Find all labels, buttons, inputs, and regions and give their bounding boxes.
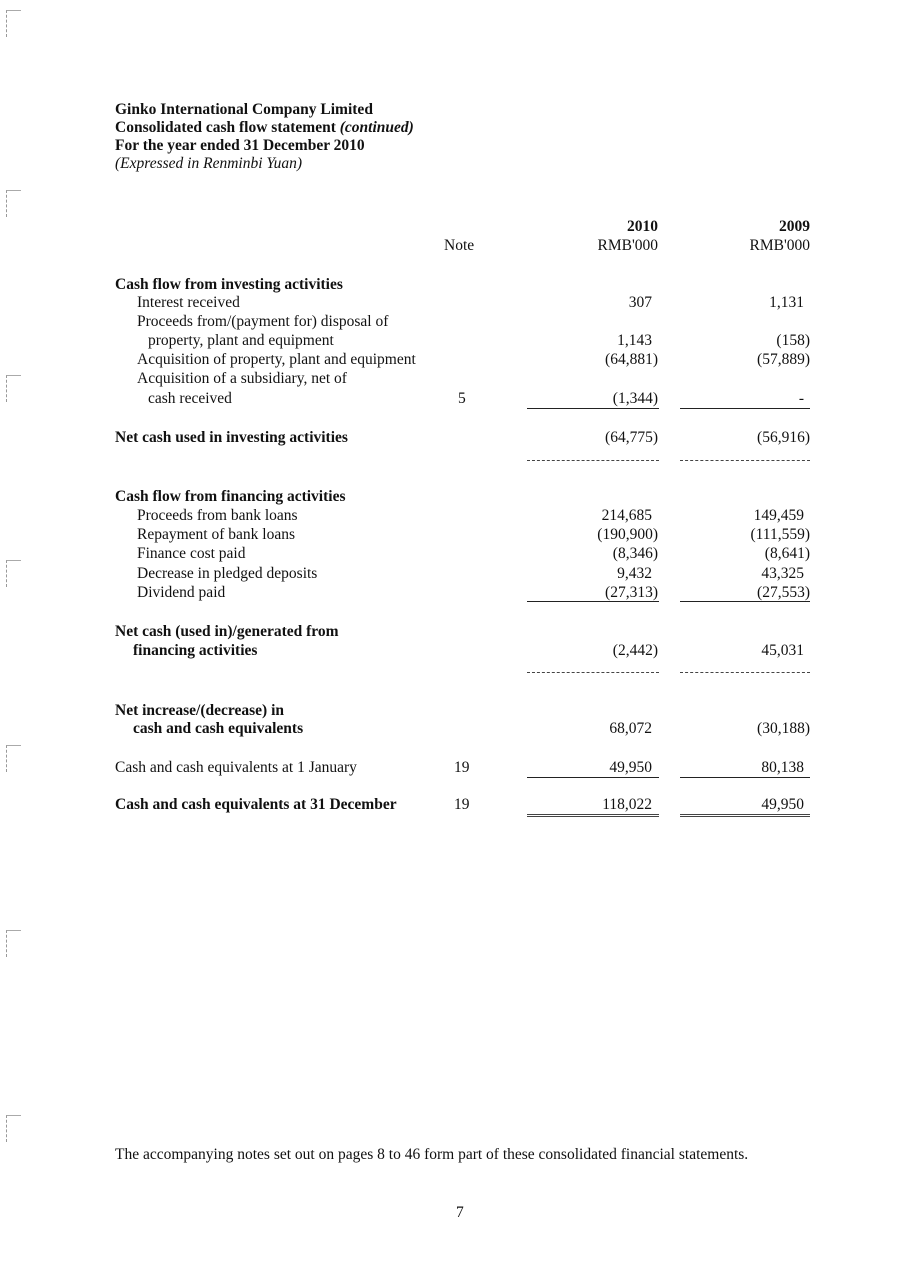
row-label-total: Net increase/(decrease) in xyxy=(115,702,285,719)
value-2009: (56,916) xyxy=(757,429,810,446)
row-label: Acquisition of property, plant and equip… xyxy=(137,351,416,368)
subtotal-rule xyxy=(527,408,659,409)
value-2009: - xyxy=(798,390,804,407)
value-2010: (64,881) xyxy=(605,351,658,368)
continued-label: (continued) xyxy=(339,119,414,136)
note-ref: 5 xyxy=(458,390,466,407)
value-2009: (27,553) xyxy=(757,584,810,601)
row-label: Repayment of bank loans xyxy=(137,526,295,543)
value-2009: (30,188) xyxy=(757,720,810,737)
value-2009: 49,950 xyxy=(761,796,804,813)
page-number: 7 xyxy=(456,1204,464,1221)
total-rule xyxy=(527,672,659,673)
value-2009: 80,138 xyxy=(761,759,804,776)
row-label: cash received xyxy=(148,390,232,407)
col-2009-header: 2009 xyxy=(779,218,810,235)
value-2009: 43,325 xyxy=(761,565,804,582)
subtotal-rule xyxy=(527,777,659,778)
row-label: Proceeds from/(payment for) disposal of xyxy=(137,313,389,330)
value-2010: 307 xyxy=(628,294,652,311)
value-2010: 68,072 xyxy=(609,720,652,737)
value-2010: 9,432 xyxy=(617,565,652,582)
statement-title: Consolidated cash flow statement (contin… xyxy=(115,119,414,137)
section-investing: Cash flow from investing activities xyxy=(115,276,343,293)
col-2009-unit: RMB'000 xyxy=(749,237,810,254)
value-2010: 49,950 xyxy=(609,759,652,776)
value-2010: (2,442) xyxy=(612,642,658,659)
value-2009: 45,031 xyxy=(761,642,804,659)
row-label-total: cash and cash equivalents xyxy=(133,720,304,737)
row-label-total: financing activities xyxy=(133,642,258,659)
value-2009: 1,131 xyxy=(769,294,804,311)
subtotal-rule xyxy=(527,601,659,602)
col-2010-unit: RMB'000 xyxy=(597,237,658,254)
row-label: Acquisition of a subsidiary, net of xyxy=(137,370,347,387)
value-2010: 118,022 xyxy=(602,796,652,813)
value-2009: (158) xyxy=(776,332,810,349)
total-double-rule xyxy=(527,814,659,817)
section-financing: Cash flow from financing activities xyxy=(115,488,346,505)
company-name: Ginko International Company Limited xyxy=(115,101,373,118)
row-label-total: Net cash (used in)/generated from xyxy=(115,623,339,640)
value-2010: (27,313) xyxy=(605,584,658,601)
total-rule xyxy=(680,460,810,461)
col-2010-header: 2010 xyxy=(627,218,658,235)
row-label: Finance cost paid xyxy=(137,545,246,562)
value-2010: 214,685 xyxy=(601,507,652,524)
value-2009: (8,641) xyxy=(764,545,810,562)
scan-margin-mark xyxy=(6,560,21,587)
statement-name: Consolidated cash flow statement xyxy=(115,119,336,136)
row-label: Cash and cash equivalents at 1 January xyxy=(115,759,357,776)
subtotal-rule xyxy=(680,777,810,778)
row-label: Dividend paid xyxy=(137,584,226,601)
row-label: Decrease in pledged deposits xyxy=(137,565,318,582)
scan-margin-mark xyxy=(6,190,21,217)
row-label: Interest received xyxy=(137,294,240,311)
value-2010: 1,143 xyxy=(617,332,652,349)
value-2010: (1,344) xyxy=(612,390,658,407)
total-rule xyxy=(527,460,659,461)
scan-margin-mark xyxy=(6,1115,21,1142)
row-label-total: Cash and cash equivalents at 31 December xyxy=(115,796,397,813)
row-label-total: Net cash used in investing activities xyxy=(115,429,348,446)
subtotal-rule xyxy=(680,601,810,602)
period: For the year ended 31 December 2010 xyxy=(115,137,365,154)
total-rule xyxy=(680,672,810,673)
value-2010: (8,346) xyxy=(612,545,658,562)
footer-note: The accompanying notes set out on pages … xyxy=(115,1146,749,1163)
value-2010: (64,775) xyxy=(605,429,658,446)
value-2009: (57,889) xyxy=(757,351,810,368)
value-2010: (190,900) xyxy=(597,526,658,543)
scan-margin-mark xyxy=(6,930,21,957)
note-ref: 19 xyxy=(454,796,470,813)
note-ref: 19 xyxy=(454,759,470,776)
subtotal-rule xyxy=(680,408,810,409)
row-label: property, plant and equipment xyxy=(148,332,334,349)
col-note-header: Note xyxy=(444,237,475,254)
scan-margin-mark xyxy=(6,10,21,37)
currency-note: (Expressed in Renminbi Yuan) xyxy=(115,155,302,172)
scan-margin-mark xyxy=(6,745,21,772)
value-2009: 149,459 xyxy=(753,507,804,524)
row-label: Proceeds from bank loans xyxy=(137,507,298,524)
total-double-rule xyxy=(680,814,810,817)
scan-margin-mark xyxy=(6,375,21,402)
value-2009: (111,559) xyxy=(750,526,810,543)
